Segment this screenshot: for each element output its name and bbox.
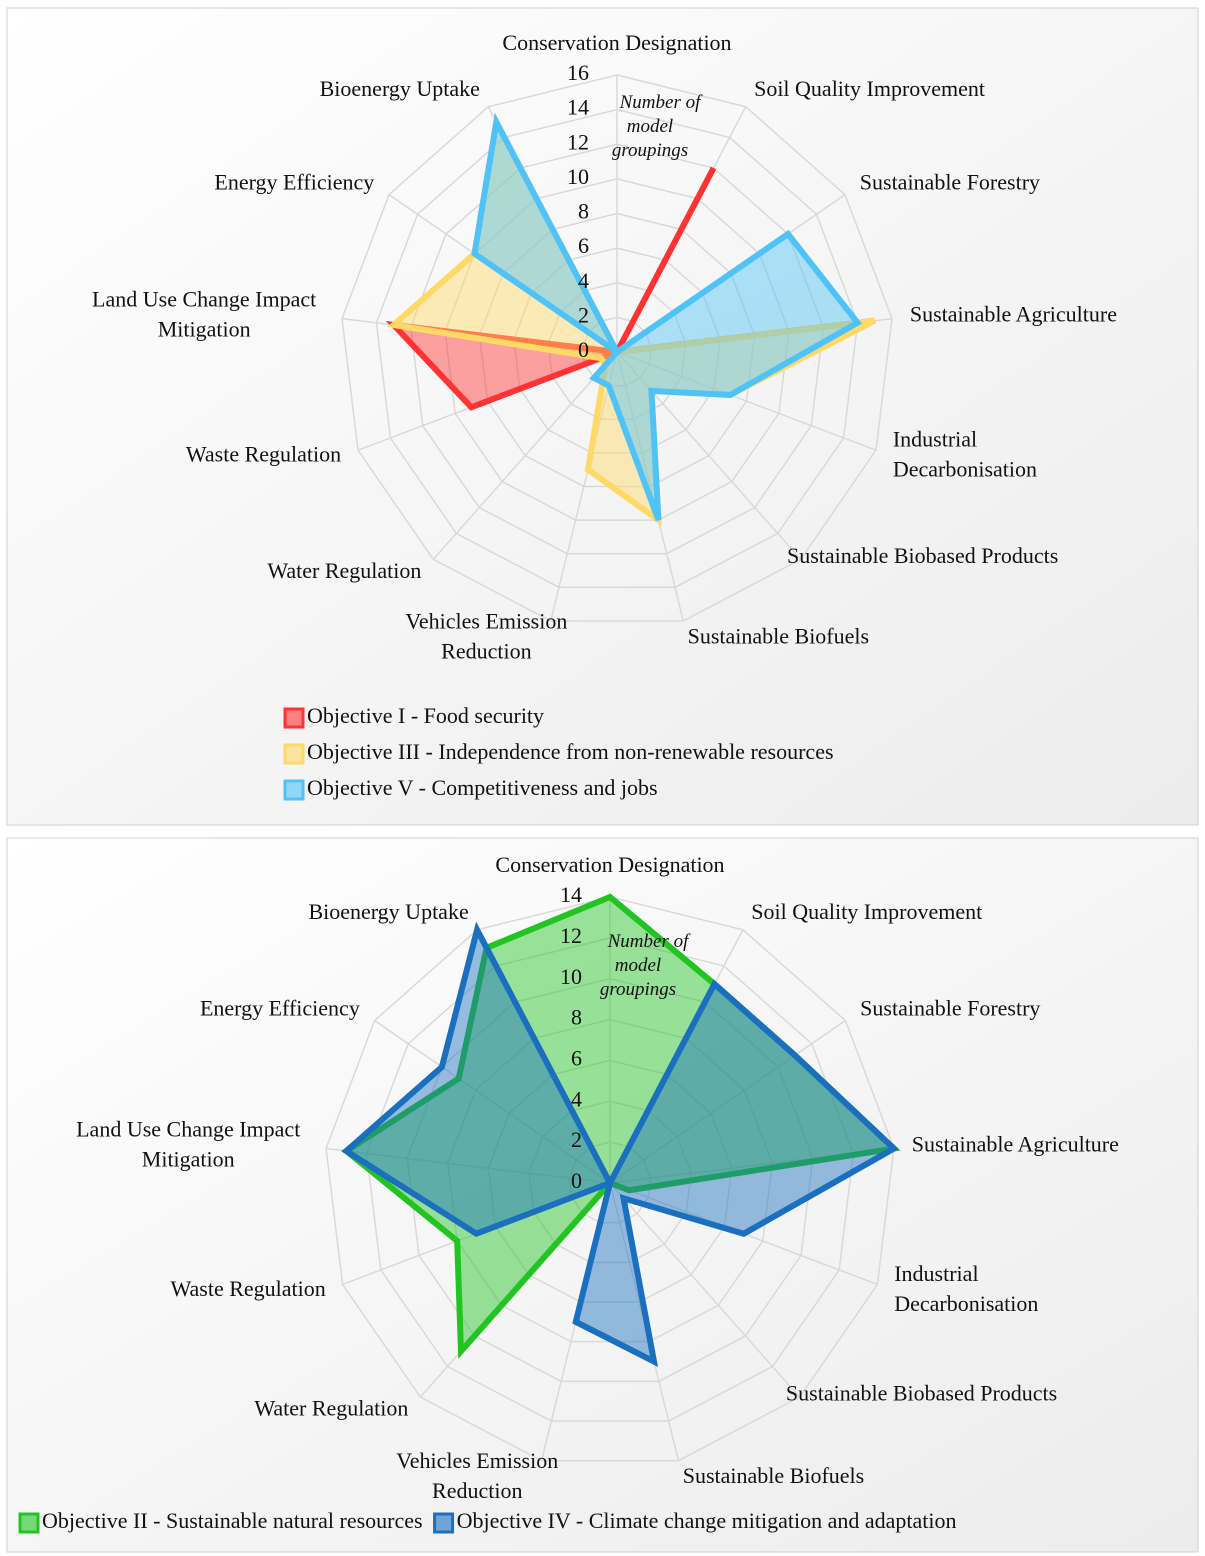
category-label: Bioenergy Uptake — [308, 899, 468, 924]
tick-label: 4 — [578, 268, 589, 293]
category-label: Water Regulation — [254, 1396, 408, 1421]
legend-marker — [18, 1512, 40, 1534]
category-label: Sustainable Biobased Products — [787, 543, 1058, 568]
chart-frame — [6, 7, 1199, 826]
category-label: Energy Efficiency — [214, 169, 374, 194]
tick-label: 12 — [560, 923, 582, 948]
annotation: Number of model groupings — [612, 92, 703, 161]
grid-ring — [365, 937, 855, 1422]
category-label: Land Use Change Impact Mitigation — [76, 1116, 300, 1171]
legend-label: Objective V - Competitiveness and jobs — [307, 775, 658, 800]
series-area — [471, 112, 863, 522]
tick-label: 8 — [571, 1005, 582, 1030]
spoke — [374, 1019, 611, 1184]
category-label: Sustainable Agriculture — [910, 301, 1117, 326]
grid-ring — [568, 1141, 652, 1224]
legend-label: Objective II - Sustainable natural resou… — [42, 1508, 423, 1533]
category-label: Industrial Decarbonisation — [893, 427, 1037, 482]
legend-marker — [283, 707, 305, 729]
annotation: Number of model groupings — [600, 931, 691, 1000]
tick-label: 8 — [578, 199, 589, 224]
grid-ring — [341, 74, 893, 622]
category-label: Sustainable Biofuels — [688, 623, 869, 648]
spoke — [549, 351, 618, 622]
tick-label: 0 — [571, 1168, 582, 1193]
category-label: Industrial Decarbonisation — [894, 1261, 1038, 1316]
category-label: Energy Efficiency — [200, 995, 360, 1020]
spoke — [616, 351, 877, 451]
tick-label: 14 — [560, 882, 582, 907]
category-label: Sustainable Forestry — [860, 995, 1040, 1020]
category-label: Waste Regulation — [171, 1276, 326, 1301]
category-label: Sustainable Agriculture — [912, 1131, 1119, 1156]
category-label: Vehicles Emission Reduction — [405, 608, 567, 663]
spoke — [609, 1019, 846, 1184]
tick-label: 0 — [578, 337, 589, 362]
tick-label: 4 — [571, 1086, 582, 1111]
category-label: Sustainable Biofuels — [683, 1463, 864, 1488]
tick-label: 16 — [567, 60, 589, 85]
grid-ring — [487, 1059, 733, 1303]
series-area — [341, 921, 899, 1367]
legend-label: Objective IV - Climate change mitigation… — [457, 1508, 957, 1533]
category-label: Bioenergy Uptake — [320, 76, 480, 101]
category-label: Sustainable Biobased Products — [786, 1381, 1057, 1406]
tick-label: 6 — [578, 233, 589, 258]
grid-ring — [375, 108, 859, 589]
legend-marker — [433, 1512, 455, 1534]
grid-ring — [528, 1100, 692, 1264]
grid-ring — [444, 178, 790, 521]
grid-ring — [409, 143, 825, 555]
grid-ring — [547, 281, 687, 420]
tick-label: 6 — [571, 1045, 582, 1070]
category-label: Land Use Change Impact Mitigation — [92, 286, 316, 341]
category-label: Soil Quality Improvement — [751, 899, 982, 924]
legend-marker — [283, 743, 305, 765]
tick-label: 10 — [560, 964, 582, 989]
category-label: Vehicles Emission Reduction — [396, 1448, 558, 1503]
spoke — [616, 351, 685, 622]
spoke — [325, 1147, 611, 1184]
legend-label: Objective I - Food security — [307, 703, 544, 728]
grid-ring — [406, 977, 814, 1383]
grid-ring — [325, 896, 895, 1462]
spoke — [609, 1182, 801, 1398]
tick-label: 2 — [571, 1127, 582, 1152]
category-label: Soil Quality Improvement — [754, 76, 985, 101]
category-label: Sustainable Forestry — [860, 169, 1040, 194]
spoke — [432, 351, 618, 560]
tick-label: 12 — [567, 129, 589, 154]
legend-label: Objective III - Independence from non-re… — [307, 739, 834, 764]
grid-ring — [513, 247, 721, 454]
category-label: Water Regulation — [267, 558, 421, 583]
spoke — [616, 351, 802, 560]
category-label: Waste Regulation — [186, 442, 341, 467]
tick-label: 10 — [567, 164, 589, 189]
category-label: Conservation Designation — [495, 852, 724, 877]
tick-label: 2 — [578, 302, 589, 327]
category-label: Conservation Designation — [502, 30, 731, 55]
grid-ring — [478, 212, 756, 488]
legend-marker — [283, 779, 305, 801]
tick-label: 14 — [567, 95, 589, 120]
